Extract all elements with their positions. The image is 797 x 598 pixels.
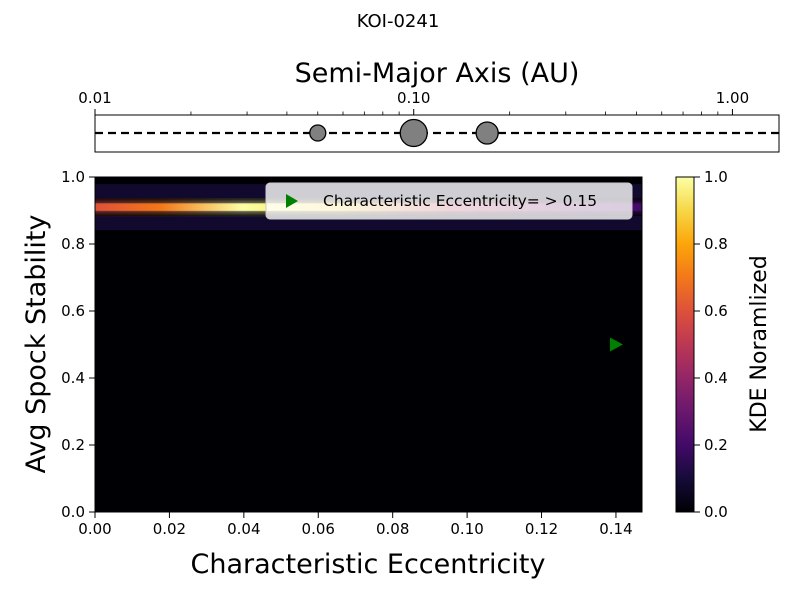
heat-x-tick-label: 0.06 (302, 520, 335, 538)
heat-x-tick-label: 0.10 (450, 520, 483, 538)
heat-y-tick-label: 0.4 (61, 369, 85, 387)
heat-x-tick-label: 0.00 (78, 520, 111, 538)
heat-y-axis-label: Avg Spock Stability (21, 215, 52, 474)
heat-x-tick-label: 0.02 (153, 520, 186, 538)
heat-x-axis-label: Characteristic Eccentricity (191, 549, 546, 580)
heat-x-tick-label: 0.14 (599, 520, 632, 538)
legend-label: Characteristic Eccentricity= > 0.15 (323, 192, 597, 210)
colorbar-tick-label: 0.8 (704, 235, 728, 253)
orbit-ticks: 0.01 0.10 1.00 (78, 89, 749, 115)
colorbar-tick-label: 0.4 (704, 369, 728, 387)
planet-marker (475, 121, 499, 145)
colorbar-tick-label: 1.0 (704, 168, 728, 186)
orbit-planets (309, 118, 499, 148)
colorbar-label: KDE Noramlized (747, 255, 772, 432)
orbit-panel: Semi-Major Axis (AU) 0.01 0.10 1.00 (78, 58, 780, 153)
colorbar-tick-label: 0.2 (704, 436, 728, 454)
heat-x-tick-label: 0.04 (227, 520, 260, 538)
heat-x-ticks: 0.00 0.02 0.04 0.06 0.08 0.10 0.12 0.14 (78, 512, 633, 538)
heat-y-ticks: 0.0 0.2 0.4 0.6 0.8 1.0 (61, 168, 95, 521)
heat-x-tick-label: 0.08 (376, 520, 409, 538)
orbit-tick-label: 0.01 (78, 89, 111, 107)
heat-y-tick-label: 0.0 (61, 503, 85, 521)
heat-y-tick-label: 0.6 (61, 302, 85, 320)
heat-y-tick-label: 0.8 (61, 235, 85, 253)
colorbar-tick-label: 0.0 (704, 503, 728, 521)
heat-x-tick-label: 0.12 (525, 520, 558, 538)
planet-marker (399, 118, 428, 148)
heatmap-background (95, 177, 642, 512)
marker-triangle (609, 337, 623, 352)
orbit-tick-label: 0.10 (397, 89, 430, 107)
legend-marker-icon (286, 194, 298, 208)
heatmap-frame (94, 176, 643, 513)
colorbar-ticks: 0.0 0.2 0.4 0.6 0.8 1.0 (694, 168, 728, 521)
orbit-frame (94, 114, 780, 153)
colorbar: 0.0 0.2 0.4 0.6 0.8 1.0 KDE Noramlized (675, 168, 772, 521)
heat-y-tick-label: 1.0 (61, 168, 85, 186)
colorbar-gradient (675, 176, 695, 513)
figure-title: KOI-0241 (357, 11, 440, 32)
heat-y-tick-label: 0.2 (61, 436, 85, 454)
heat-markers (609, 337, 623, 352)
colorbar-tick-label: 0.6 (704, 302, 728, 320)
legend-box (265, 182, 633, 220)
legend: Characteristic Eccentricity= > 0.15 (265, 182, 633, 220)
orbit-axis-label: Semi-Major Axis (AU) (295, 58, 580, 89)
orbit-tick-label: 1.00 (716, 89, 749, 107)
heatmap-panel: 0.00 0.02 0.04 0.06 0.08 0.10 0.12 0.14 0.00.20… (21, 168, 643, 580)
planet-marker (309, 124, 327, 142)
